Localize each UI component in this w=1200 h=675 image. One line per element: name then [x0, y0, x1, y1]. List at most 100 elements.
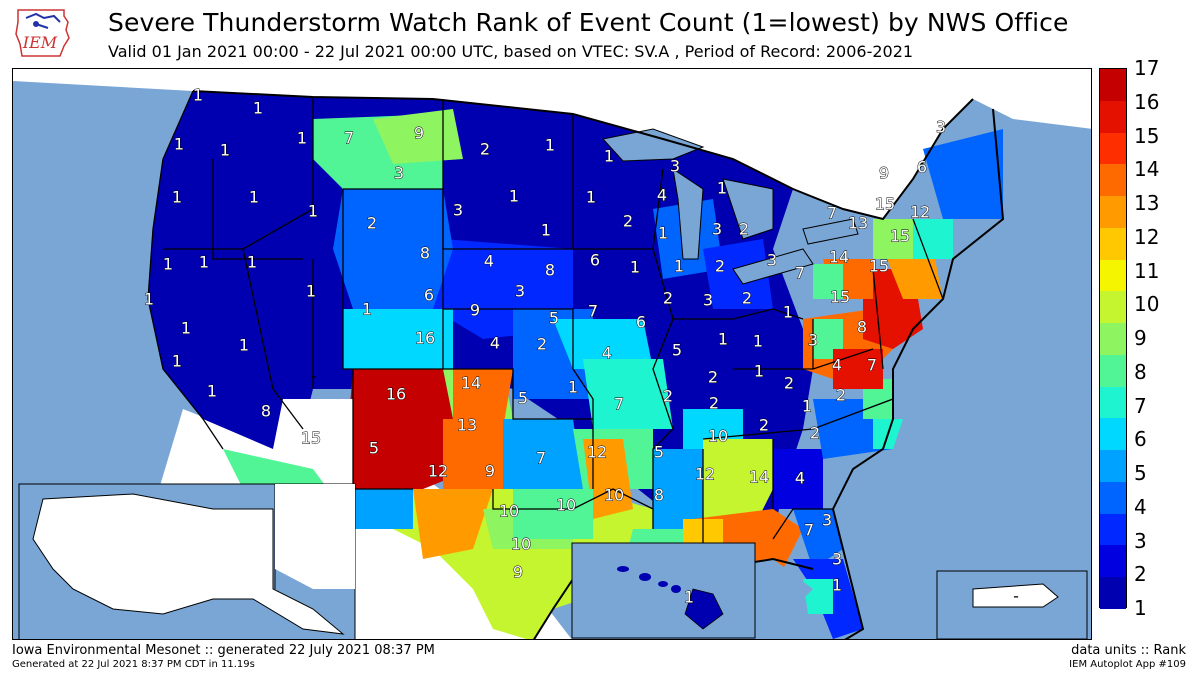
- colorbar-tick-label: 1: [1134, 596, 1147, 620]
- rank-label: 3: [767, 251, 777, 270]
- rank-label: 1: [306, 282, 316, 301]
- rank-label: 3: [832, 550, 842, 569]
- rank-label: 6: [590, 251, 600, 270]
- colorbar: [1099, 68, 1127, 609]
- rank-label: 7: [344, 129, 354, 148]
- rank-label: 1: [754, 362, 764, 381]
- rank-label: 1: [630, 258, 640, 277]
- rank-label: 1: [658, 224, 668, 243]
- rank-label: 1: [181, 319, 191, 338]
- rank-label: 9: [513, 563, 523, 582]
- rank-label: 1: [253, 99, 263, 118]
- rank-label: 12: [587, 443, 607, 462]
- rank-label: 2: [784, 374, 794, 393]
- colorbar-tick-label: 10: [1134, 292, 1160, 317]
- rank-label: 1: [247, 253, 257, 272]
- hawaii-inset: [571, 542, 756, 639]
- footer-units: data units :: Rank: [1071, 643, 1186, 658]
- colorbar-segment: [1100, 545, 1126, 577]
- rank-label: 3: [936, 118, 946, 137]
- colorbar-segment: [1100, 577, 1126, 609]
- rank-label: 1: [163, 255, 173, 274]
- rank-label: 3: [703, 291, 713, 310]
- rank-label: 7: [536, 449, 546, 468]
- colorbar-tick-label: 5: [1134, 461, 1147, 485]
- rank-label: 4: [795, 469, 805, 488]
- rank-label: 1: [199, 253, 209, 272]
- rank-label: 1: [193, 86, 203, 105]
- rank-label: 16: [386, 385, 406, 404]
- colorbar-tick-label: 13: [1134, 191, 1160, 215]
- rank-label: 8: [654, 486, 664, 505]
- rank-label: 3: [712, 220, 722, 239]
- colorbar-segment: [1100, 291, 1126, 323]
- colorbar-segment: [1100, 386, 1126, 419]
- rank-label: 1: [545, 136, 555, 155]
- rank-label: 8: [545, 261, 555, 280]
- rank-label: 7: [795, 264, 805, 283]
- colorbar-tick-label: 8: [1134, 359, 1147, 384]
- logo-text: IEM: [22, 33, 58, 52]
- rank-label: 5: [549, 309, 559, 328]
- rank-label: 1: [674, 257, 684, 276]
- colorbar-tick-label: 3: [1134, 528, 1147, 553]
- rank-label: 4: [657, 186, 667, 205]
- rank-label: 4: [832, 356, 842, 375]
- rank-label: 15: [869, 257, 889, 276]
- rank-label: 10: [604, 486, 624, 505]
- rank-label: 1: [308, 202, 318, 221]
- colorbar-segment: [1100, 418, 1126, 450]
- rank-label: 1: [249, 188, 259, 207]
- colorbar-tick-label: 7: [1134, 393, 1147, 418]
- colorbar-segment: [1100, 132, 1126, 165]
- map-title: Severe Thunderstorm Watch Rank of Event …: [108, 8, 1069, 37]
- colorbar-segment: [1100, 323, 1126, 355]
- rank-label: 2: [537, 335, 547, 354]
- rank-label: 8: [857, 318, 867, 337]
- rank-label: 7: [588, 302, 598, 321]
- colorbar-segment: [1100, 100, 1126, 133]
- colorbar-tick-label: 11: [1134, 258, 1160, 283]
- rank-label: 9: [414, 124, 424, 143]
- rank-label: 1: [541, 221, 551, 240]
- map-subtitle: Valid 01 Jan 2021 00:00 - 22 Jul 2021 00…: [108, 42, 914, 61]
- colorbar-tick-label: 4: [1134, 494, 1147, 519]
- rank-label: 1: [172, 188, 182, 207]
- rank-label: 2: [663, 289, 673, 308]
- rank-label: 9: [879, 164, 889, 183]
- rank-label: 1: [604, 147, 614, 166]
- rank-label: 12: [695, 465, 715, 484]
- rank-label: 1: [239, 336, 249, 355]
- colorbar-tick-label: 2: [1134, 562, 1147, 587]
- rank-label: 1: [220, 141, 230, 160]
- footer-generated: Iowa Environmental Mesonet :: generated …: [12, 643, 435, 658]
- colorbar-tick-label: 6: [1134, 427, 1147, 452]
- rank-label: 1: [362, 300, 372, 319]
- rank-label: -: [311, 367, 317, 386]
- rank-label: 10: [556, 496, 576, 515]
- rank-label: 2: [739, 220, 749, 239]
- rank-label: 3: [394, 164, 404, 183]
- rank-label: 1: [832, 576, 842, 595]
- rank-label: 5: [672, 341, 682, 360]
- rank-label: 8: [261, 402, 271, 421]
- colorbar-tick-label: 14: [1134, 157, 1160, 182]
- rank-label: 14: [749, 468, 769, 487]
- rank-label: 7: [804, 521, 814, 540]
- rank-label: 2: [742, 289, 752, 308]
- rank-label: 5: [654, 443, 664, 462]
- colorbar-segment: [1100, 481, 1126, 514]
- rank-label: 4: [490, 334, 500, 353]
- rank-label: 2: [709, 394, 719, 413]
- region-fills: [148, 91, 1003, 639]
- rank-label: 12: [428, 462, 448, 481]
- rank-label: 6: [424, 286, 434, 305]
- alaska-inset: [18, 483, 356, 639]
- rank-label: 1: [509, 187, 519, 206]
- rank-label: 10: [708, 427, 728, 446]
- rank-label: 10: [511, 535, 531, 554]
- rank-label: 1: [207, 382, 217, 401]
- rank-label: 7: [827, 204, 837, 223]
- rank-label: 14: [829, 248, 849, 267]
- rank-label: 1: [684, 588, 694, 607]
